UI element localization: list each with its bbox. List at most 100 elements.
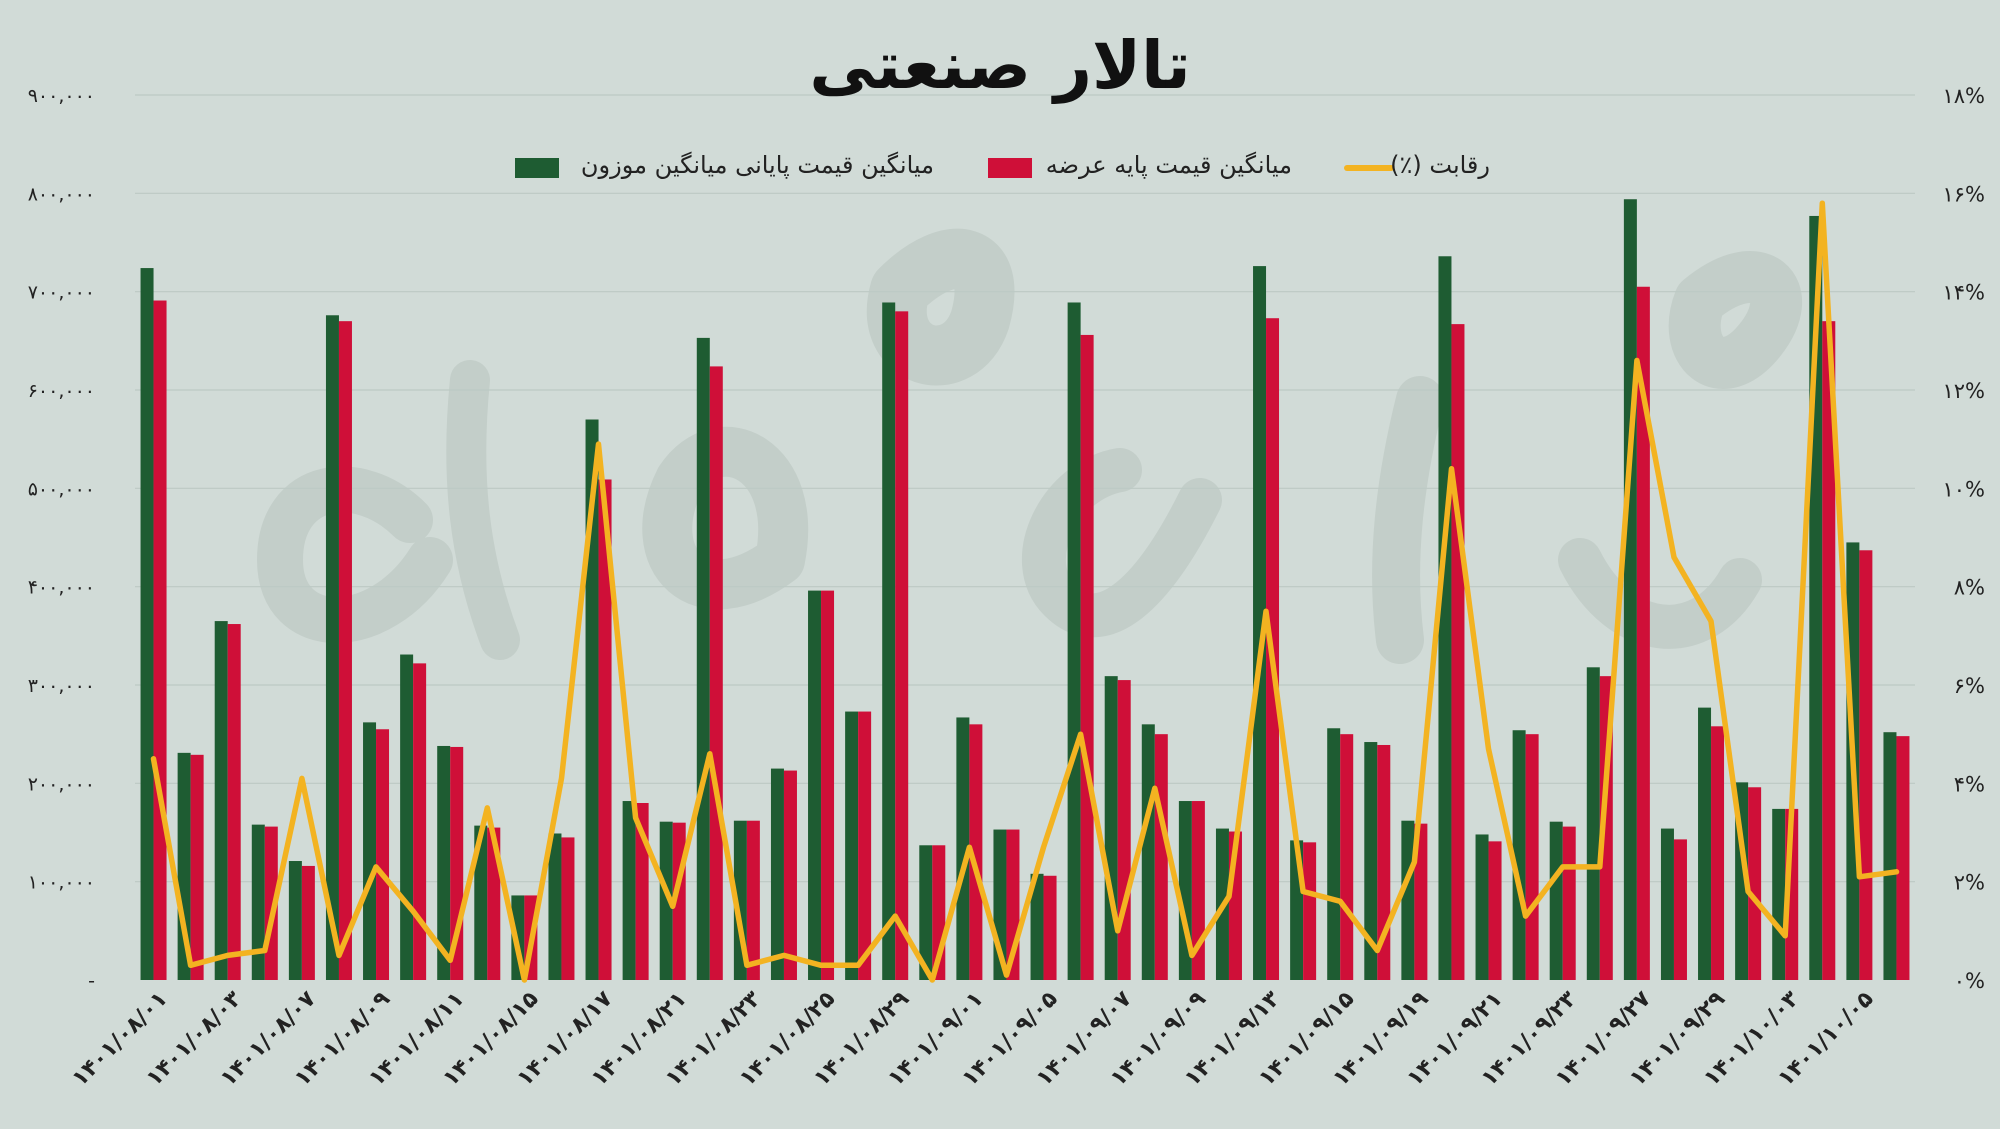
legend-label-weighted-final-price: میانگین قیمت پایانی میانگین موزون <box>581 151 934 179</box>
bar-weighted-final-price <box>1067 302 1081 980</box>
bar-base-price <box>1303 842 1317 980</box>
bar-weighted-final-price <box>659 821 673 980</box>
bar-base-price <box>227 624 241 980</box>
left-tick-label: - <box>88 970 95 992</box>
right-tick-label: ۸% <box>1954 576 1985 600</box>
bar-base-price <box>1451 324 1465 980</box>
bar-weighted-final-price <box>956 717 970 980</box>
gridlines <box>135 94 1915 883</box>
legend-label-base-price: میانگین قیمت پایه عرضه <box>1046 151 1292 179</box>
bar-base-price <box>1525 734 1539 980</box>
bar-weighted-final-price <box>548 833 562 980</box>
bar-base-price <box>1488 841 1502 980</box>
bar-base-price <box>1673 839 1687 980</box>
bar-weighted-final-price <box>1660 828 1674 980</box>
left-axis-ticks: - ۱۰۰,۰۰۰ ۲۰۰,۰۰۰ ۳۰۰,۰۰۰ ۴۰۰,۰۰۰ ۵۰۰,۰۰۰ ۶۰۰,… <box>28 85 95 992</box>
bar-base-price <box>1711 726 1725 980</box>
chart-title: تالار صنعتی <box>809 27 1190 104</box>
bar-weighted-final-price <box>808 590 822 980</box>
bar-base-price <box>858 711 872 980</box>
competition-line <box>150 200 1900 983</box>
right-tick-label: ۲% <box>1954 871 1985 895</box>
bar-base-price <box>1117 680 1131 980</box>
right-tick-label: ۱۲% <box>1942 379 1985 403</box>
bar-weighted-final-price <box>140 268 154 981</box>
left-tick-label: ۶۰۰,۰۰۰ <box>28 380 95 402</box>
left-tick-label: ۱۰۰,۰۰۰ <box>28 872 95 894</box>
bar-weighted-final-price <box>1698 707 1712 980</box>
left-tick-label: ۴۰۰,۰۰۰ <box>28 577 95 599</box>
legend-swatch-base-price <box>988 158 1032 178</box>
legend-label-competition: رقابت (٪) <box>1390 151 1490 179</box>
left-tick-label: ۸۰۰,۰۰۰ <box>28 183 95 205</box>
right-tick-label: ۱۶% <box>1942 182 1985 206</box>
bar-base-price <box>190 754 204 980</box>
competition-line-group <box>150 200 1900 983</box>
right-axis-ticks: ۰% ۲% ۴% ۶% ۸% ۱۰% ۱۲% ۱۴% ۱۶% ۱۸% <box>1942 84 1985 993</box>
legend: میانگین قیمت پایانی میانگین موزون میانگی… <box>515 151 1490 179</box>
bar-weighted-final-price <box>1883 732 1897 980</box>
bar-base-price <box>376 729 390 980</box>
x-axis-ticks: ۱۴۰۱/۰۸/۰۱۱۴۰۱/۰۸/۰۳۱۴۰۱/۰۸/۰۷۱۴۰۱/۰۸/۰۹… <box>68 986 1879 1091</box>
left-tick-label: ۲۰۰,۰۰۰ <box>28 773 95 795</box>
bar-weighted-final-price <box>1104 676 1118 980</box>
bar-weighted-final-price <box>1623 199 1637 980</box>
right-tick-label: ۱۴% <box>1942 281 1985 305</box>
bar-base-price <box>1340 734 1354 980</box>
left-tick-label: ۵۰۰,۰۰۰ <box>28 478 95 500</box>
bar-base-price <box>1043 875 1057 980</box>
bar-base-price <box>1414 823 1428 980</box>
bar-base-price <box>301 865 315 980</box>
bar-weighted-final-price <box>770 768 784 980</box>
bar-weighted-final-price <box>325 315 339 980</box>
bar-base-price <box>1080 334 1094 980</box>
left-tick-label: ۹۰۰,۰۰۰ <box>28 85 95 107</box>
bar-base-price <box>338 321 352 981</box>
legend-item-competition: رقابت (٪) <box>1344 151 1490 179</box>
bar-weighted-final-price <box>1772 808 1786 980</box>
right-tick-label: ۱۸% <box>1942 84 1985 108</box>
bar-base-price <box>969 724 983 980</box>
bar-weighted-final-price <box>288 861 302 980</box>
bar-base-price <box>783 770 797 980</box>
bar-base-price <box>413 663 427 980</box>
bar-weighted-final-price <box>437 745 451 980</box>
right-tick-label: ۱۰% <box>1942 477 1985 501</box>
bar-weighted-final-price <box>1401 820 1415 980</box>
bar-weighted-final-price <box>474 825 488 980</box>
bar-weighted-final-price <box>622 801 636 980</box>
bar-weighted-final-price <box>214 621 228 980</box>
bar-weighted-final-price <box>1586 667 1600 980</box>
bar-base-price <box>1636 286 1650 980</box>
right-tick-label: ۶% <box>1954 674 1985 698</box>
left-tick-label: ۷۰۰,۰۰۰ <box>28 282 95 304</box>
bar-base-price <box>1896 736 1910 980</box>
bar-weighted-final-price <box>1030 873 1044 980</box>
bar-base-price <box>746 820 760 980</box>
bar-base-price <box>895 311 909 980</box>
bar-weighted-final-price <box>919 845 933 980</box>
bar-weighted-final-price <box>1475 834 1489 980</box>
bar-weighted-final-price <box>400 654 414 980</box>
legend-swatch-weighted-final-price <box>515 158 559 178</box>
bar-base-price <box>598 479 612 980</box>
bar-weighted-final-price <box>1364 742 1378 980</box>
legend-item-weighted-final-price: میانگین قیمت پایانی میانگین موزون <box>515 151 934 179</box>
bar-weighted-final-price <box>251 824 265 980</box>
right-tick-label: ۰% <box>1954 969 1985 993</box>
bar-base-price <box>561 837 575 980</box>
bar-weighted-final-price <box>1512 730 1526 980</box>
bar-base-price <box>709 366 723 980</box>
left-tick-label: ۳۰۰,۰۰۰ <box>28 675 95 697</box>
watermark <box>257 228 1803 664</box>
bar-weighted-final-price <box>1438 256 1452 980</box>
bar-weighted-final-price <box>363 722 377 980</box>
bar-weighted-final-price <box>882 302 896 980</box>
legend-item-base-price: میانگین قیمت پایه عرضه <box>988 151 1292 179</box>
bar-weighted-final-price <box>845 711 859 980</box>
bar-base-price <box>1859 550 1873 980</box>
bar-weighted-final-price <box>696 337 710 981</box>
bar-weighted-final-price <box>585 419 599 980</box>
